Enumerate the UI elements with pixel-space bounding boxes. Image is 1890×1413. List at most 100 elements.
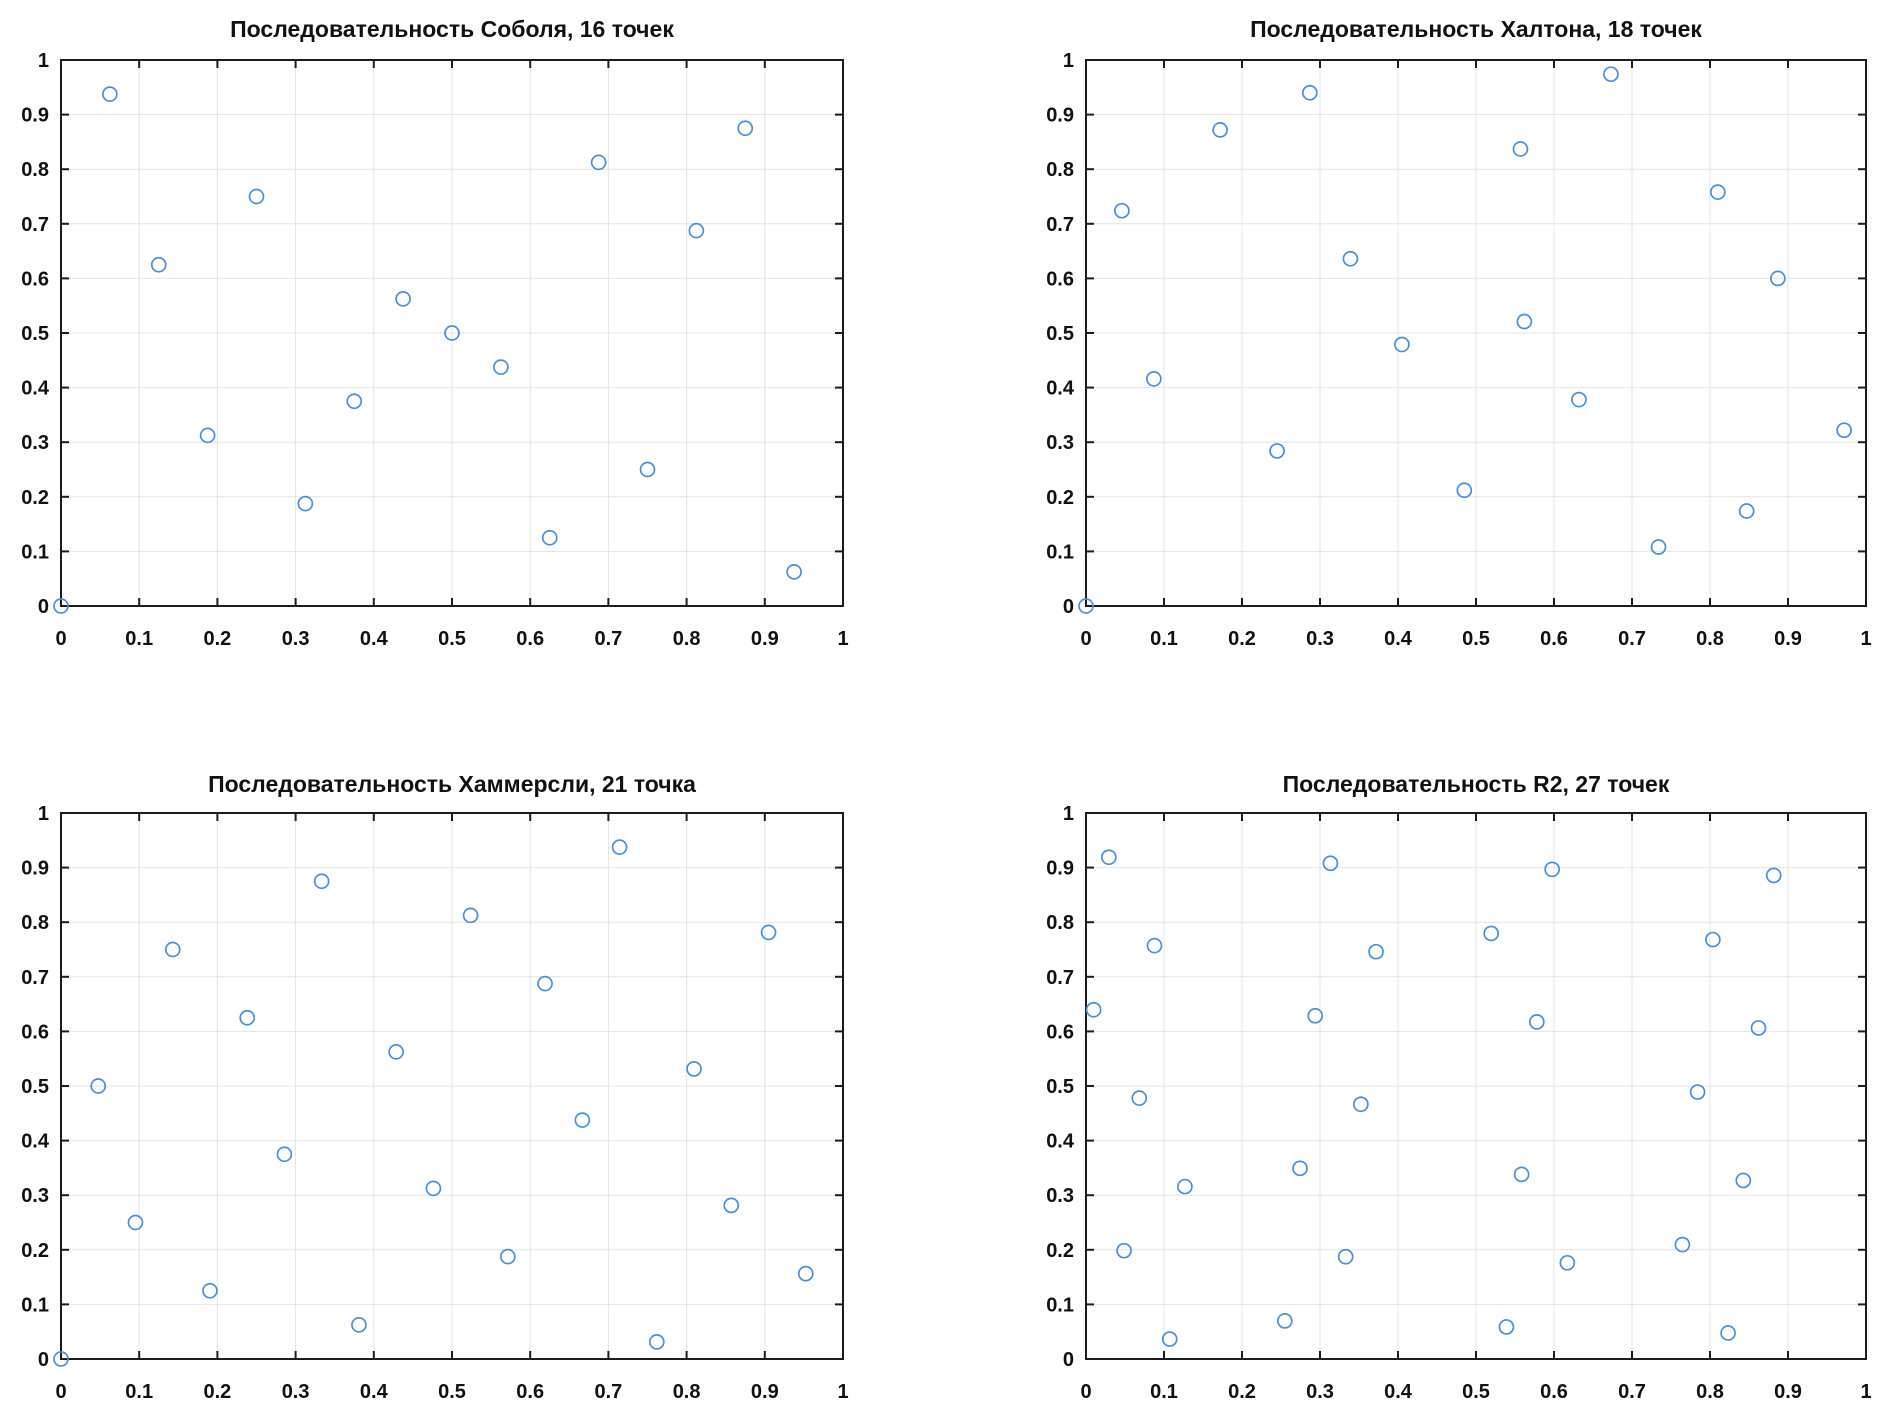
x-tick-label: 0.9 (1774, 628, 1802, 650)
data-point (1689, 1084, 1706, 1100)
x-tick-label: 0.2 (1228, 1381, 1256, 1403)
data-point (1114, 202, 1130, 219)
x-tick-label: 0.5 (438, 628, 466, 650)
data-point (1498, 1319, 1515, 1335)
y-tick-label: 0.4 (21, 378, 50, 400)
y-tick-label: 0.7 (21, 967, 49, 989)
y-tick-label: 0 (1063, 1349, 1074, 1371)
y-tick-label: 0.3 (21, 1185, 49, 1207)
data-point (1483, 925, 1500, 942)
y-tick-label: 0.5 (1046, 1076, 1074, 1098)
x-tick-label: 0 (55, 1381, 66, 1403)
data-point (648, 1334, 665, 1350)
x-tick-label: 0.3 (282, 628, 310, 650)
data-point (590, 154, 607, 171)
x-tick-label: 0.2 (203, 1381, 231, 1403)
y-tick-label: 0.9 (1046, 858, 1074, 880)
data-point (1146, 937, 1163, 954)
data-point (1720, 1325, 1736, 1341)
data-point (1456, 482, 1473, 499)
y-tick-label: 0.7 (1046, 967, 1074, 989)
y-tick-label: 0.2 (1046, 1240, 1074, 1262)
y-tick-label: 0 (38, 596, 49, 618)
data-point (1307, 1007, 1324, 1024)
data-point (1512, 141, 1529, 157)
x-tick-label: 0.6 (1540, 1381, 1568, 1403)
data-point (493, 359, 509, 375)
x-tick-label: 0.3 (1306, 1381, 1334, 1403)
x-tick-label: 0.4 (1384, 1381, 1413, 1403)
data-point (1368, 943, 1384, 960)
y-tick-label: 0.9 (21, 105, 49, 127)
data-point (127, 1214, 144, 1231)
data-point (1322, 855, 1339, 872)
data-point (248, 188, 265, 205)
y-tick-label: 0.6 (21, 268, 49, 290)
y-tick-label: 0.1 (1046, 1294, 1074, 1316)
data-point (1738, 503, 1755, 519)
data-point (1292, 1160, 1308, 1177)
data-point (1212, 122, 1229, 138)
data-point (611, 839, 628, 855)
x-tick-label: 0.8 (673, 1381, 701, 1403)
y-tick-label: 1 (1063, 803, 1074, 825)
x-tick-label: 0.8 (1696, 628, 1724, 650)
data-point (53, 1351, 69, 1367)
scatter-plot-hammersley: 0 0.1 0.2 0.3 0.4 0.5 0.6 0.7 0.8 0.9 1 0 0.1 0.2 0.3 0… (21, 803, 848, 1403)
x-tick-label: 0.8 (673, 628, 701, 650)
data-point (1177, 1178, 1193, 1195)
data-point (1101, 849, 1117, 866)
data-point (574, 1112, 591, 1128)
y-tick-label: 0.7 (1046, 214, 1074, 236)
data-point (1276, 1313, 1293, 1329)
data-point (1836, 422, 1853, 439)
data-point (541, 529, 558, 546)
data-point (1559, 1254, 1576, 1271)
data-point (1394, 336, 1410, 353)
x-tick-label: 0.1 (125, 1381, 153, 1403)
plot-title-r2: Последовательность R2, 27 точек (1282, 771, 1670, 797)
x-tick-label: 0.1 (1150, 628, 1178, 650)
y-tick-label: 0.8 (1046, 912, 1074, 934)
data-point (1337, 1248, 1354, 1265)
data-point (425, 1180, 442, 1197)
data-point (239, 1009, 256, 1026)
y-tick-label: 1 (38, 50, 49, 72)
scatter-plot-sobol: 0 0.1 0.2 0.3 0.4 0.5 0.6 0.7 0.8 0.9 1 0 0.1 0.2 0.3 0… (21, 50, 848, 650)
data-point (90, 1078, 107, 1094)
y-tick-label: 0.2 (21, 1240, 49, 1262)
data-point (202, 1282, 218, 1299)
data-point (797, 1265, 814, 1282)
x-tick-label: 0.7 (594, 628, 622, 650)
data-point (1765, 867, 1782, 884)
data-point (297, 495, 314, 512)
x-tick-label: 0.9 (751, 1381, 779, 1403)
x-tick-label: 0.7 (594, 1381, 622, 1403)
data-point (686, 1061, 702, 1077)
y-tick-label: 0.1 (1046, 541, 1074, 563)
y-tick-label: 0.9 (21, 858, 49, 880)
x-tick-label: 0.7 (1618, 1381, 1646, 1403)
data-point (1544, 861, 1560, 878)
x-tick-label: 0.4 (360, 1381, 389, 1403)
data-point (164, 941, 181, 958)
y-tick-label: 0.8 (21, 912, 49, 934)
x-tick-label: 0.5 (1462, 628, 1490, 650)
data-point (102, 86, 118, 102)
y-tick-label: 1 (1063, 50, 1074, 72)
x-tick-label: 0.2 (203, 628, 231, 650)
data-point (346, 393, 363, 410)
data-point (199, 427, 216, 444)
x-tick-label: 1 (1860, 628, 1871, 650)
y-tick-label: 0.4 (21, 1131, 50, 1153)
data-point (1085, 1001, 1102, 1018)
x-tick-label: 0 (1080, 628, 1091, 650)
y-tick-label: 0.2 (21, 487, 49, 509)
data-point (276, 1146, 293, 1163)
y-tick-label: 0.3 (1046, 432, 1074, 454)
y-tick-label: 0.8 (1046, 159, 1074, 181)
x-tick-label: 0.5 (1462, 1381, 1490, 1403)
data-point (1650, 539, 1667, 555)
data-point (1528, 1014, 1545, 1030)
